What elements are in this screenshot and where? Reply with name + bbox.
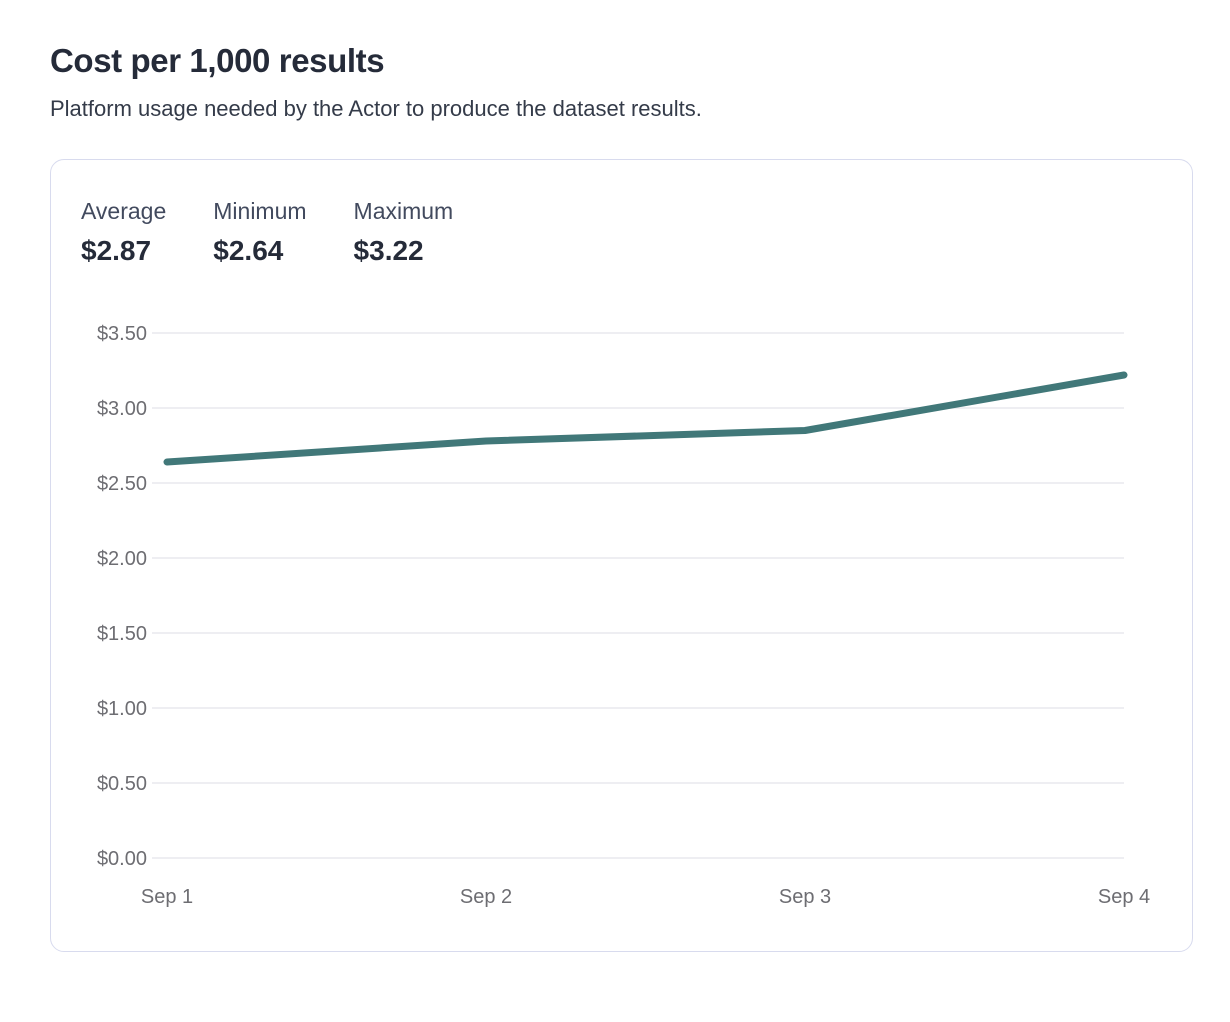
page-subtitle: Platform usage needed by the Actor to pr… [50,95,702,121]
x-tick-label: Sep 1 [141,886,193,908]
stat-minimum-label: Minimum [213,197,307,224]
y-tick-label: $0.00 [97,848,147,870]
y-tick-label: $2.00 [97,548,147,570]
stat-maximum-value: $3.22 [353,234,424,266]
stats-row: Average $2.87 Minimum $2.64 Maximum $3.2… [51,198,1192,267]
stat-average-value: $2.87 [81,234,152,266]
x-tick-label: Sep 4 [1098,886,1150,908]
chart-card: Average $2.87 Minimum $2.64 Maximum $3.2… [50,158,1193,952]
stat-minimum: Minimum $2.64 [213,198,306,267]
stat-minimum-value: $2.64 [213,234,284,266]
stat-maximum-label: Maximum [353,197,454,224]
chart-area: $0.00 $0.50 $1.00 $1.50 $2.00 $2.50 $3.00 $3.50… [51,295,1192,945]
y-tick-label: $3.00 [97,398,147,420]
y-tick-label: $3.50 [97,323,147,345]
stat-maximum: Maximum $3.22 [354,198,454,267]
cost-line-series[interactable] [163,371,1128,466]
y-tick-label: $2.50 [97,473,147,495]
cost-line-chart-canvas[interactable]: $0.00 $0.50 $1.00 $1.50 $2.00 $2.50 $3.00 $3.50… [51,295,1192,945]
y-tick-label: $0.50 [97,773,147,795]
x-tick-label: Sep 2 [460,886,512,908]
y-tick-label: $1.50 [97,623,147,645]
page-title: Cost per 1,000 results [50,42,385,79]
page: Cost per 1,000 results Platform usage ne… [50,42,1193,952]
stat-average-label: Average [81,197,167,224]
stat-average: Average $2.87 [81,198,166,267]
x-tick-label: Sep 3 [779,886,831,908]
y-tick-label: $1.00 [97,698,147,720]
